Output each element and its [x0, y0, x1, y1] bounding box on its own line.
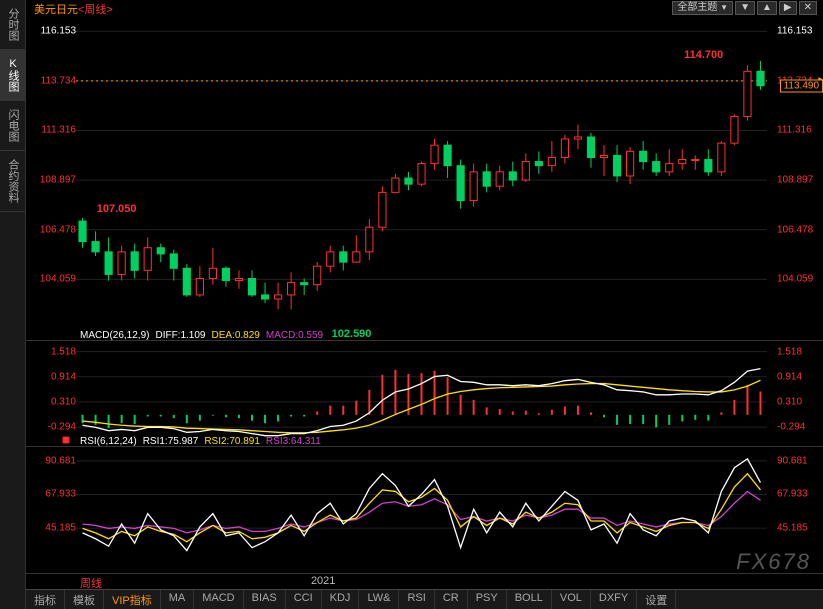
indicator-tab-VOL[interactable]: VOL: [552, 590, 591, 609]
tick: 104.059: [777, 274, 823, 285]
tick: 116.153: [777, 26, 823, 37]
tick: 106.478: [777, 224, 823, 235]
price-flag: 113.490: [780, 79, 823, 92]
indicator-tab-BIAS[interactable]: BIAS: [244, 590, 286, 609]
year-label: 2021: [311, 575, 335, 587]
tick: 108.897: [26, 175, 76, 186]
btn-play[interactable]: ▶: [779, 1, 797, 15]
macd-header: MACD(26,12,9)DIFF:1.109DEA:0.829MACD:0.5…: [80, 330, 329, 341]
tick: 108.897: [777, 175, 823, 186]
indicator-tab-LW&[interactable]: LW&: [359, 590, 399, 609]
period-label: <周线>: [78, 1, 113, 17]
indicator-tab-指标[interactable]: 指标: [26, 590, 65, 609]
symbol-title: 美元日元: [34, 1, 78, 17]
macd-chart[interactable]: [76, 344, 767, 444]
indicator-tab-CCI[interactable]: CCI: [286, 590, 322, 609]
candlestick-chart[interactable]: [76, 18, 767, 338]
rsi-chart[interactable]: [76, 450, 767, 558]
rsi-axis-left: 90.68167.93345.185: [26, 450, 76, 558]
tick: 111.316: [26, 125, 76, 136]
left-tab-闪电图[interactable]: 闪电图: [0, 101, 25, 151]
indicator-tab-模板[interactable]: 模板: [65, 590, 104, 609]
btn-close[interactable]: ✕: [799, 1, 817, 15]
tick: 116.153: [26, 26, 76, 37]
left-tab-合约资料[interactable]: 合约资料: [0, 151, 25, 212]
price-annotation: 114.700: [684, 49, 723, 61]
indicator-tab-MACD[interactable]: MACD: [194, 590, 243, 609]
btn-up[interactable]: ▲: [757, 1, 777, 15]
price-annotation: 107.050: [97, 203, 137, 215]
tick: 111.316: [777, 125, 823, 136]
tick: 104.059: [26, 274, 76, 285]
indicator-tab-VIP指标[interactable]: VIP指标: [104, 590, 161, 609]
indicator-tab-CR[interactable]: CR: [435, 590, 468, 609]
chart-area[interactable]: 116.153 113.734 111.316 108.897 106.478 104.0…: [26, 18, 823, 573]
theme-dropdown[interactable]: 全部主题 ▼: [672, 1, 733, 15]
btn-down[interactable]: ▼: [735, 1, 755, 15]
macd-axis-left: 1.5180.9140.310-0.294: [26, 344, 76, 444]
topbar: 美元日元 <周线> 全部主题 ▼ ▼ ▲ ▶ ✕: [26, 0, 823, 18]
time-axis: 周线 2021: [26, 573, 823, 589]
price-annotation: 102.590: [332, 328, 372, 340]
main-axis-left: 116.153 113.734 111.316 108.897 106.478 104.0…: [26, 18, 76, 338]
indicator-tab-设置[interactable]: 设置: [637, 590, 676, 609]
timeaxis-period: 周线: [80, 575, 102, 591]
panel-toggle-icon[interactable]: [62, 436, 70, 444]
indicator-tab-DXFY[interactable]: DXFY: [591, 590, 637, 609]
rsi-axis-right: 90.68167.93345.185: [773, 450, 823, 558]
tick: 106.478: [26, 224, 76, 235]
main-axis-right: 116.153113.734111.316108.897106.478104.0…: [773, 18, 823, 338]
tick: 113.734: [26, 75, 76, 86]
indicator-tab-KDJ[interactable]: KDJ: [322, 590, 360, 609]
rsi-header: RSI(6,12,24)RSI1:75.987RSI2:70.891RSI3:6…: [80, 436, 327, 447]
indicator-tab-MA[interactable]: MA: [161, 590, 195, 609]
left-tab-bar: 分时图K线图闪电图合约资料: [0, 0, 26, 609]
left-tab-K线图[interactable]: K线图: [0, 50, 25, 101]
indicator-tab-bar: 指标模板VIP指标MAMACDBIASCCIKDJLW&RSICRPSYBOLL…: [26, 589, 823, 609]
macd-axis-right: 1.5180.9140.310-0.294: [773, 344, 823, 444]
indicator-tab-PSY[interactable]: PSY: [468, 590, 507, 609]
indicator-tab-RSI[interactable]: RSI: [399, 590, 434, 609]
left-tab-分时图[interactable]: 分时图: [0, 0, 25, 50]
indicator-tab-BOLL[interactable]: BOLL: [507, 590, 552, 609]
